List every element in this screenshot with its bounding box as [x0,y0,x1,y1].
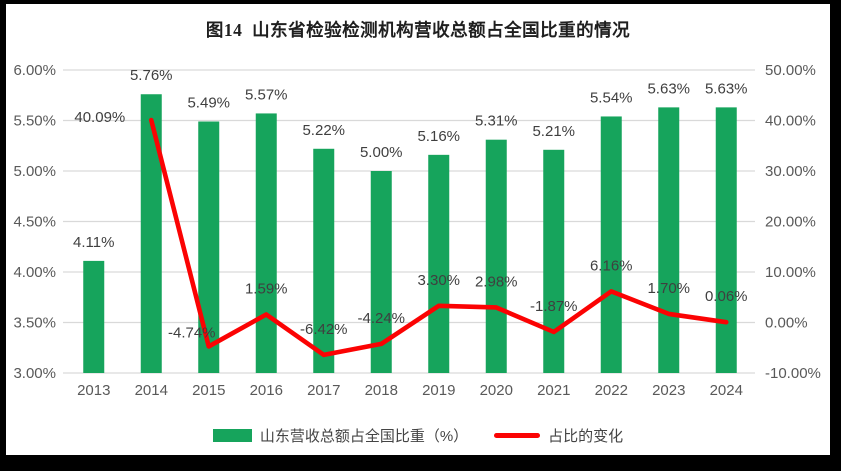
bar-2019 [428,154,450,373]
y-axis-right-tick: 20.00% [765,214,816,231]
bar-2017 [313,148,335,373]
bar-data-label: 5.76% [130,67,173,84]
y-axis-right-tick: 30.00% [765,163,816,180]
line-data-label: 3.30% [417,272,460,289]
legend-bar-swatch-icon [212,429,252,442]
bar-data-label: 5.00% [360,144,403,161]
bar-2018 [370,171,392,373]
y-axis-left-tick: 3.50% [13,315,56,332]
x-axis-label: 2013 [77,382,110,399]
bar-data-label: 5.57% [245,86,288,103]
bar-2021 [543,149,565,373]
legend-bar-label: 山东营收总额占全国比重（%） [259,428,469,445]
y-axis-left-tick: 4.00% [13,264,56,281]
bar-data-label: 4.11% [73,234,114,251]
y-axis-left-tick: 6.00% [13,62,56,79]
bar-2024 [715,107,737,374]
line-data-label: 1.59% [245,280,288,297]
bar-data-label: 5.16% [417,128,460,145]
bar-data-label: 5.31% [475,113,518,130]
bar-2023 [658,107,680,374]
bar-2015 [198,121,220,373]
bar-data-label: 5.21% [532,123,575,140]
x-axis-label: 2023 [652,382,685,399]
chart-canvas: 图14 山东省检验检测机构营收总额占全国比重的情况 6.00% 5.50% 5.00… [6,4,830,455]
line-data-label: 2.98% [475,273,518,290]
bar-2020 [485,139,507,373]
line-data-label: -4.74% [168,324,216,341]
line-data-label: -6.42% [300,321,348,338]
y-axis-left-tick: 3.00% [13,365,56,382]
bar-data-label: 5.49% [187,95,230,112]
y-axis-left-tick: 5.00% [13,163,56,180]
bar-data-label: 5.22% [302,122,345,139]
bar-2013 [83,260,105,373]
line-data-label: 40.09% [74,109,125,126]
x-axis-label: 2021 [537,382,570,399]
chart-title: 图14 山东省检验检测机构营收总额占全国比重的情况 [205,20,631,40]
bar-data-label: 5.54% [590,89,633,106]
x-axis-label: 2015 [192,382,225,399]
bar-data-label: 5.63% [647,80,690,97]
combo-chart-plot: 6.00% 5.50% 5.00% 4.50% 4.00% 3.50% 3.00% 50.00… [13,62,821,399]
x-axis-label: 2018 [365,382,398,399]
legend-line-label: 占比的变化 [548,428,624,445]
line-data-label: -1.87% [530,298,578,315]
bar-2022 [600,116,622,374]
x-axis-label: 2019 [422,382,455,399]
x-axis-label: 2020 [480,382,513,399]
y-axis-right-tick: -10.00% [765,365,821,382]
line-data-label: -4.24% [357,310,405,327]
x-axis-label: 2014 [135,382,168,399]
bar-data-label: 5.63% [705,80,748,97]
y-axis-right-tick: 0.00% [765,315,808,332]
y-axis-left-tick: 5.50% [13,113,56,130]
trend-line [148,117,729,358]
bar-2014 [140,94,162,374]
line-data-label: 0.06% [705,288,748,305]
y-axis-left-tick: 4.50% [13,214,56,231]
x-axis-label: 2017 [307,382,340,399]
y-axis-right-tick: 50.00% [765,62,816,79]
legend-line-swatch-icon [494,433,541,438]
line-data-label: 1.70% [647,280,690,297]
y-axis-right-tick: 40.00% [765,113,816,130]
x-axis-label: 2022 [595,382,628,399]
y-axis-right-tick: 10.00% [765,264,816,281]
x-axis-label: 2024 [710,382,743,399]
line-data-label: 6.16% [590,257,633,274]
x-axis-label: 2016 [250,382,283,399]
bar-2016 [255,113,277,374]
chart-legend: 山东营收总额占全国比重（%） 占比的变化 [6,425,830,446]
